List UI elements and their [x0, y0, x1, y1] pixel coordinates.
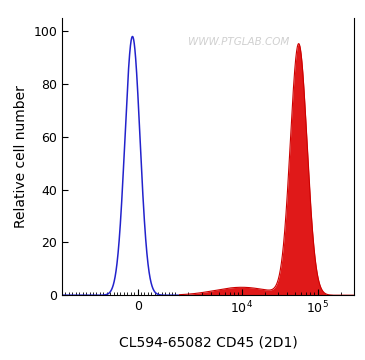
Y-axis label: Relative cell number: Relative cell number [14, 85, 28, 228]
Text: CL594-65082 CD45 (2D1): CL594-65082 CD45 (2D1) [119, 335, 297, 349]
Text: WWW.PTGLAB.COM: WWW.PTGLAB.COM [188, 37, 289, 48]
